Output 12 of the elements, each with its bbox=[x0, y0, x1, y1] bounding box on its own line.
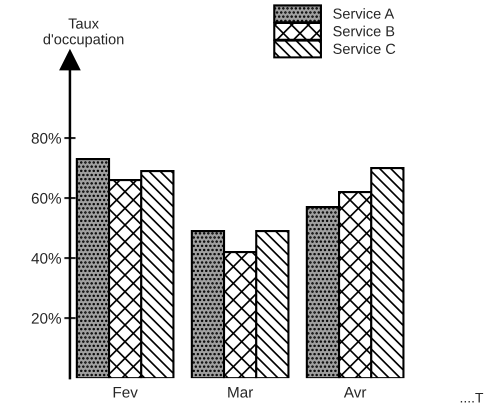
x-tick-label: Fev bbox=[114, 387, 138, 398]
y-tick-label: 20% bbox=[32, 312, 62, 324]
y-axis-title: Taux d'occupation bbox=[43, 18, 124, 48]
y-tick-label: 40% bbox=[31, 252, 62, 264]
x-tick-label: Avr bbox=[344, 387, 366, 398]
legend-label: Service B bbox=[333, 26, 394, 36]
x-tick-label: Mar bbox=[228, 387, 254, 398]
x-axis-title: ....T bbox=[460, 392, 484, 402]
y-tick-label: 60% bbox=[32, 192, 62, 204]
legend-label: Service A bbox=[333, 8, 394, 19]
y-tick-label: 80% bbox=[32, 132, 62, 144]
legend-label: Service C bbox=[333, 43, 396, 54]
